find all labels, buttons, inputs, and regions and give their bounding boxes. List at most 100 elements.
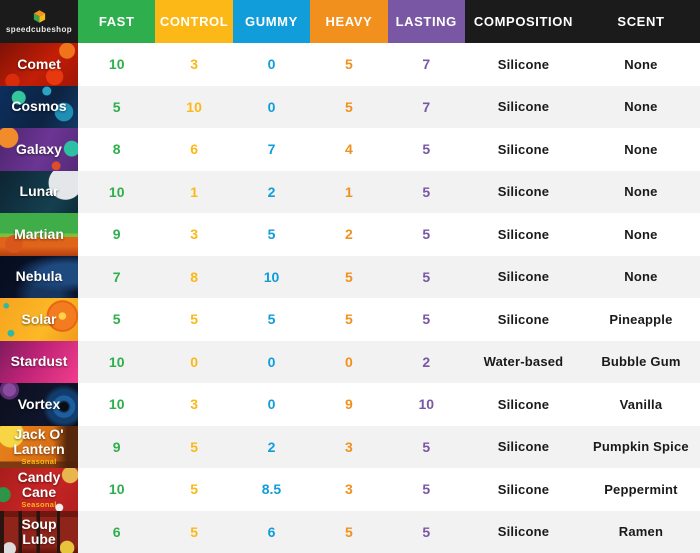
gummy-score: 0 (267, 396, 276, 413)
column-header-lasting: LASTING (387, 0, 465, 43)
heavy-score: 4 (344, 141, 353, 158)
control-score: 6 (190, 141, 198, 158)
product-name-cell: Cosmos (0, 85, 78, 128)
heavy-score: 3 (344, 438, 353, 455)
gummy-score: 0 (267, 56, 276, 73)
heavy-score: 5 (344, 311, 353, 328)
brand-logo-text: speedcubeshop (5, 25, 73, 34)
fast-score: 6 (112, 523, 121, 540)
heavy-score: 9 (344, 396, 353, 413)
table-row: Candy Cane Seasonal 10 5 8.5 3 5 Silicon… (0, 468, 700, 511)
scent-value: Pumpkin Spice (593, 439, 689, 455)
product-name: Comet (17, 55, 61, 72)
scent-value: None (624, 141, 658, 157)
fast-score: 5 (112, 311, 121, 328)
control-score: 5 (190, 438, 198, 455)
fast-score: 10 (108, 183, 125, 200)
product-name-cell: Stardust (0, 340, 78, 383)
lasting-score: 5 (422, 523, 431, 540)
gummy-score: 5 (267, 226, 276, 243)
gummy-score: 7 (267, 141, 276, 158)
product-name-cell: Comet (0, 43, 78, 86)
scent-value: Peppermint (604, 481, 678, 497)
lasting-score: 2 (422, 353, 431, 370)
heavy-score: 2 (344, 226, 353, 243)
lasting-score: 5 (422, 183, 431, 200)
product-name: Soup Lube (21, 515, 57, 547)
gummy-score: 5 (267, 311, 276, 328)
composition-value: Water-based (483, 354, 564, 370)
seasonal-badge: Seasonal (21, 457, 57, 467)
product-name: Martian (14, 225, 64, 242)
column-header-control: CONTROL (155, 0, 233, 43)
lasting-score: 5 (422, 226, 431, 243)
product-name-cell: Lunar (0, 170, 78, 213)
control-score: 8 (190, 268, 198, 285)
gummy-score: 2 (267, 183, 276, 200)
scent-value: Ramen (618, 524, 664, 540)
lasting-score: 5 (422, 141, 431, 158)
heavy-score: 0 (344, 353, 353, 370)
lasting-score: 7 (422, 56, 431, 73)
control-score: 3 (190, 396, 198, 413)
table-row: Cosmos 5 10 0 5 7 Silicone None (0, 85, 700, 128)
scent-value: Bubble Gum (601, 354, 681, 370)
scent-value: None (624, 269, 658, 285)
table-row: Nebula 7 8 10 5 5 Silicone None (0, 255, 700, 298)
table-body: Comet 10 3 0 5 7 Silicone None Cosmos 5 … (0, 43, 700, 553)
lasting-score: 5 (422, 438, 431, 455)
table-row: Comet 10 3 0 5 7 Silicone None (0, 43, 700, 86)
product-name-cell: Solar (0, 298, 78, 341)
product-name: Candy Cane (17, 468, 61, 500)
cube-logo-icon (33, 10, 45, 23)
composition-value: Silicone (497, 524, 550, 540)
heavy-score: 5 (344, 56, 353, 73)
gummy-score: 10 (263, 268, 280, 285)
table-row: Martian 9 3 5 2 5 Silicone None (0, 213, 700, 256)
product-name-cell: Galaxy (0, 128, 78, 171)
table-row: Solar 5 5 5 5 5 Silicone Pineapple (0, 298, 700, 341)
fast-score: 7 (112, 268, 121, 285)
column-header-composition: COMPOSITION (473, 14, 573, 29)
heavy-score: 1 (344, 183, 353, 200)
gummy-score: 8.5 (261, 481, 282, 498)
product-name: Cosmos (11, 98, 67, 115)
table-row: Soup Lube 6 5 6 5 5 Silicone Ramen (0, 510, 700, 553)
fast-score: 9 (112, 438, 121, 455)
table-row: Jack O' Lantern Seasonal 9 5 2 3 5 Silic… (0, 425, 700, 468)
gummy-score: 6 (267, 523, 276, 540)
column-header-scent: SCENT (617, 14, 665, 29)
lasting-score: 10 (418, 396, 435, 413)
seasonal-badge: Seasonal (21, 499, 57, 509)
composition-value: Silicone (497, 226, 550, 242)
column-header-gummy: GUMMY (232, 0, 311, 43)
column-header-fast: FAST (78, 0, 156, 43)
column-header-heavy: HEAVY (310, 0, 388, 43)
lasting-score: 7 (422, 98, 431, 115)
gummy-score: 0 (267, 98, 276, 115)
lasting-score: 5 (422, 268, 431, 285)
composition-value: Silicone (497, 481, 550, 497)
fast-score: 10 (108, 353, 125, 370)
table-header-row: speedcubeshop FAST CONTROL GUMMY HEAVY L… (0, 0, 700, 43)
control-score: 3 (190, 226, 198, 243)
table-row: Stardust 10 0 0 0 2 Water-based Bubble G… (0, 340, 700, 383)
control-score: 5 (190, 523, 198, 540)
composition-value: Silicone (497, 439, 550, 455)
product-name-cell: Martian (0, 213, 78, 256)
product-name: Lunar (19, 183, 59, 200)
table-row: Galaxy 8 6 7 4 5 Silicone None (0, 128, 700, 171)
fast-score: 10 (108, 56, 125, 73)
control-score: 5 (190, 311, 198, 328)
fast-score: 5 (112, 98, 121, 115)
heavy-score: 5 (344, 268, 353, 285)
product-name: Nebula (15, 268, 63, 285)
lasting-score: 5 (422, 481, 431, 498)
heavy-score: 5 (344, 98, 353, 115)
product-name-cell: Nebula (0, 255, 78, 298)
product-name-cell: Soup Lube (0, 510, 78, 553)
table-row: Lunar 10 1 2 1 5 Silicone None (0, 170, 700, 213)
scent-value: None (624, 99, 658, 115)
scent-value: None (624, 184, 658, 200)
